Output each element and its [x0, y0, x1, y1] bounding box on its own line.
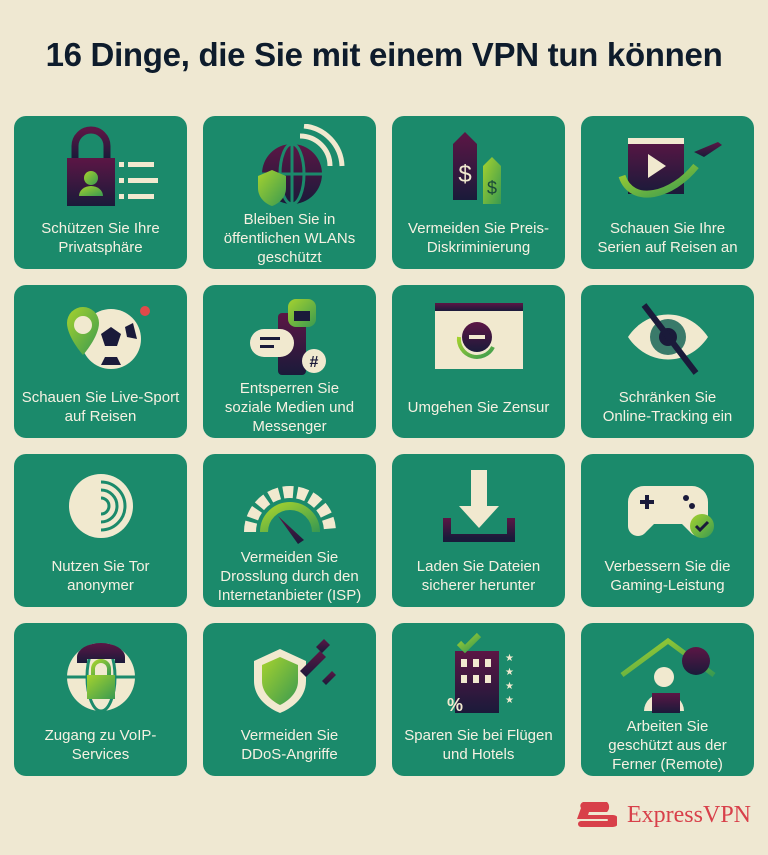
feature-tile: Verbessern Sie die Gaming-Leistung	[581, 454, 754, 607]
feature-tile: Nutzen Sie Tor anonymer	[14, 454, 187, 607]
tile-label: Entsperren Sie soziale Medien und Messen…	[224, 379, 355, 435]
video-plane-icon	[581, 122, 754, 212]
feature-tile: Zugang zu VoIP- Services	[14, 623, 187, 776]
svg-text:★: ★	[505, 653, 514, 664]
download-icon	[392, 460, 565, 550]
tile-label: Laden Sie Dateien sicherer herunter	[416, 558, 541, 594]
lock-icon	[14, 122, 187, 212]
tile-label: Schützen Sie Ihre Privatsphäre	[41, 220, 160, 256]
brand-name: ExpressVPN	[627, 801, 751, 828]
brand-logo: ExpressVPN	[575, 800, 751, 830]
feature-tile: Vermeiden Sie DDoS-Angriffe	[203, 623, 376, 776]
soccer-ball-icon	[14, 291, 187, 381]
tile-label: Arbeiten Sie geschützt aus der Ferner (R…	[608, 717, 727, 773]
svg-text:★: ★	[505, 667, 514, 678]
tile-label: Sparen Sie bei Flügen und Hotels	[404, 727, 553, 763]
tile-label: Umgehen Sie Zensur	[407, 398, 550, 416]
expressvpn-logo-icon	[577, 802, 617, 827]
browser-blocked-icon	[392, 291, 565, 381]
svg-text:$: $	[458, 161, 471, 188]
page-title: 16 Dinge, die Sie mit einem VPN tun könn…	[45, 36, 723, 73]
feature-tile: Schauen Sie Ihre Serien auf Reisen an	[581, 116, 754, 269]
chat-unlock-icon: #	[203, 291, 376, 381]
tile-label: Schränken Sie Online-Tracking ein	[602, 389, 733, 425]
tile-label: Vermeiden Sie Drosslung durch den Intern…	[217, 548, 362, 604]
tile-label: Verbessern Sie die Gaming-Leistung	[604, 558, 731, 594]
globe-wifi-shield-icon	[203, 122, 376, 212]
svg-text:$: $	[486, 178, 496, 198]
eye-slash-icon	[581, 291, 754, 381]
feature-tile: $ $ Vermeiden Sie Preis- Diskriminierung	[392, 116, 565, 269]
feature-tile: % ★ ★ ★ ★ Sparen Sie bei Flügen und Hotels	[392, 623, 565, 776]
svg-text:%: %	[447, 695, 463, 715]
tile-label: Schauen Sie Ihre Serien auf Reisen an	[597, 220, 738, 256]
feature-tile: Arbeiten Sie geschützt aus der Ferner (R…	[581, 623, 754, 776]
tile-grid: Schützen Sie Ihre Privatsphäre Bleiben Si…	[14, 116, 754, 776]
feature-tile: Schränken Sie Online-Tracking ein	[581, 285, 754, 438]
feature-tile: Schützen Sie Ihre Privatsphäre	[14, 116, 187, 269]
svg-text:★: ★	[505, 695, 514, 706]
tile-label: Zugang zu VoIP- Services	[44, 727, 157, 763]
tile-label: Vermeiden Sie Preis- Diskriminierung	[408, 220, 549, 256]
feature-tile: Vermeiden Sie Drosslung durch den Intern…	[203, 454, 376, 607]
feature-tile: Bleiben Sie in öffentlichen WLANs geschü…	[203, 116, 376, 269]
globe-phone-lock-icon	[14, 629, 187, 719]
feature-tile: # Entsperren Sie soziale Medien und Messe…	[203, 285, 376, 438]
tile-label: Vermeiden Sie DDoS-Angriffe	[240, 727, 339, 763]
feature-tile: Umgehen Sie Zensur	[392, 285, 565, 438]
tile-label: Bleiben Sie in öffentlichen WLANs geschü…	[223, 210, 356, 266]
speedometer-icon	[203, 460, 376, 550]
shield-missiles-icon	[203, 629, 376, 719]
tile-label: Schauen Sie Live-Sport auf Reisen	[21, 389, 180, 425]
feature-tile: Laden Sie Dateien sicherer herunter	[392, 454, 565, 607]
tor-onion-icon	[14, 460, 187, 550]
svg-text:★: ★	[505, 681, 514, 692]
feature-tile: Schauen Sie Live-Sport auf Reisen	[14, 285, 187, 438]
price-tag-icon: $ $	[392, 122, 565, 212]
remote-work-icon	[581, 629, 754, 719]
tile-label: Nutzen Sie Tor anonymer	[51, 558, 150, 594]
hotel-icon: % ★ ★ ★ ★	[392, 629, 565, 719]
gamepad-icon	[581, 460, 754, 550]
svg-text:#: #	[309, 354, 318, 371]
